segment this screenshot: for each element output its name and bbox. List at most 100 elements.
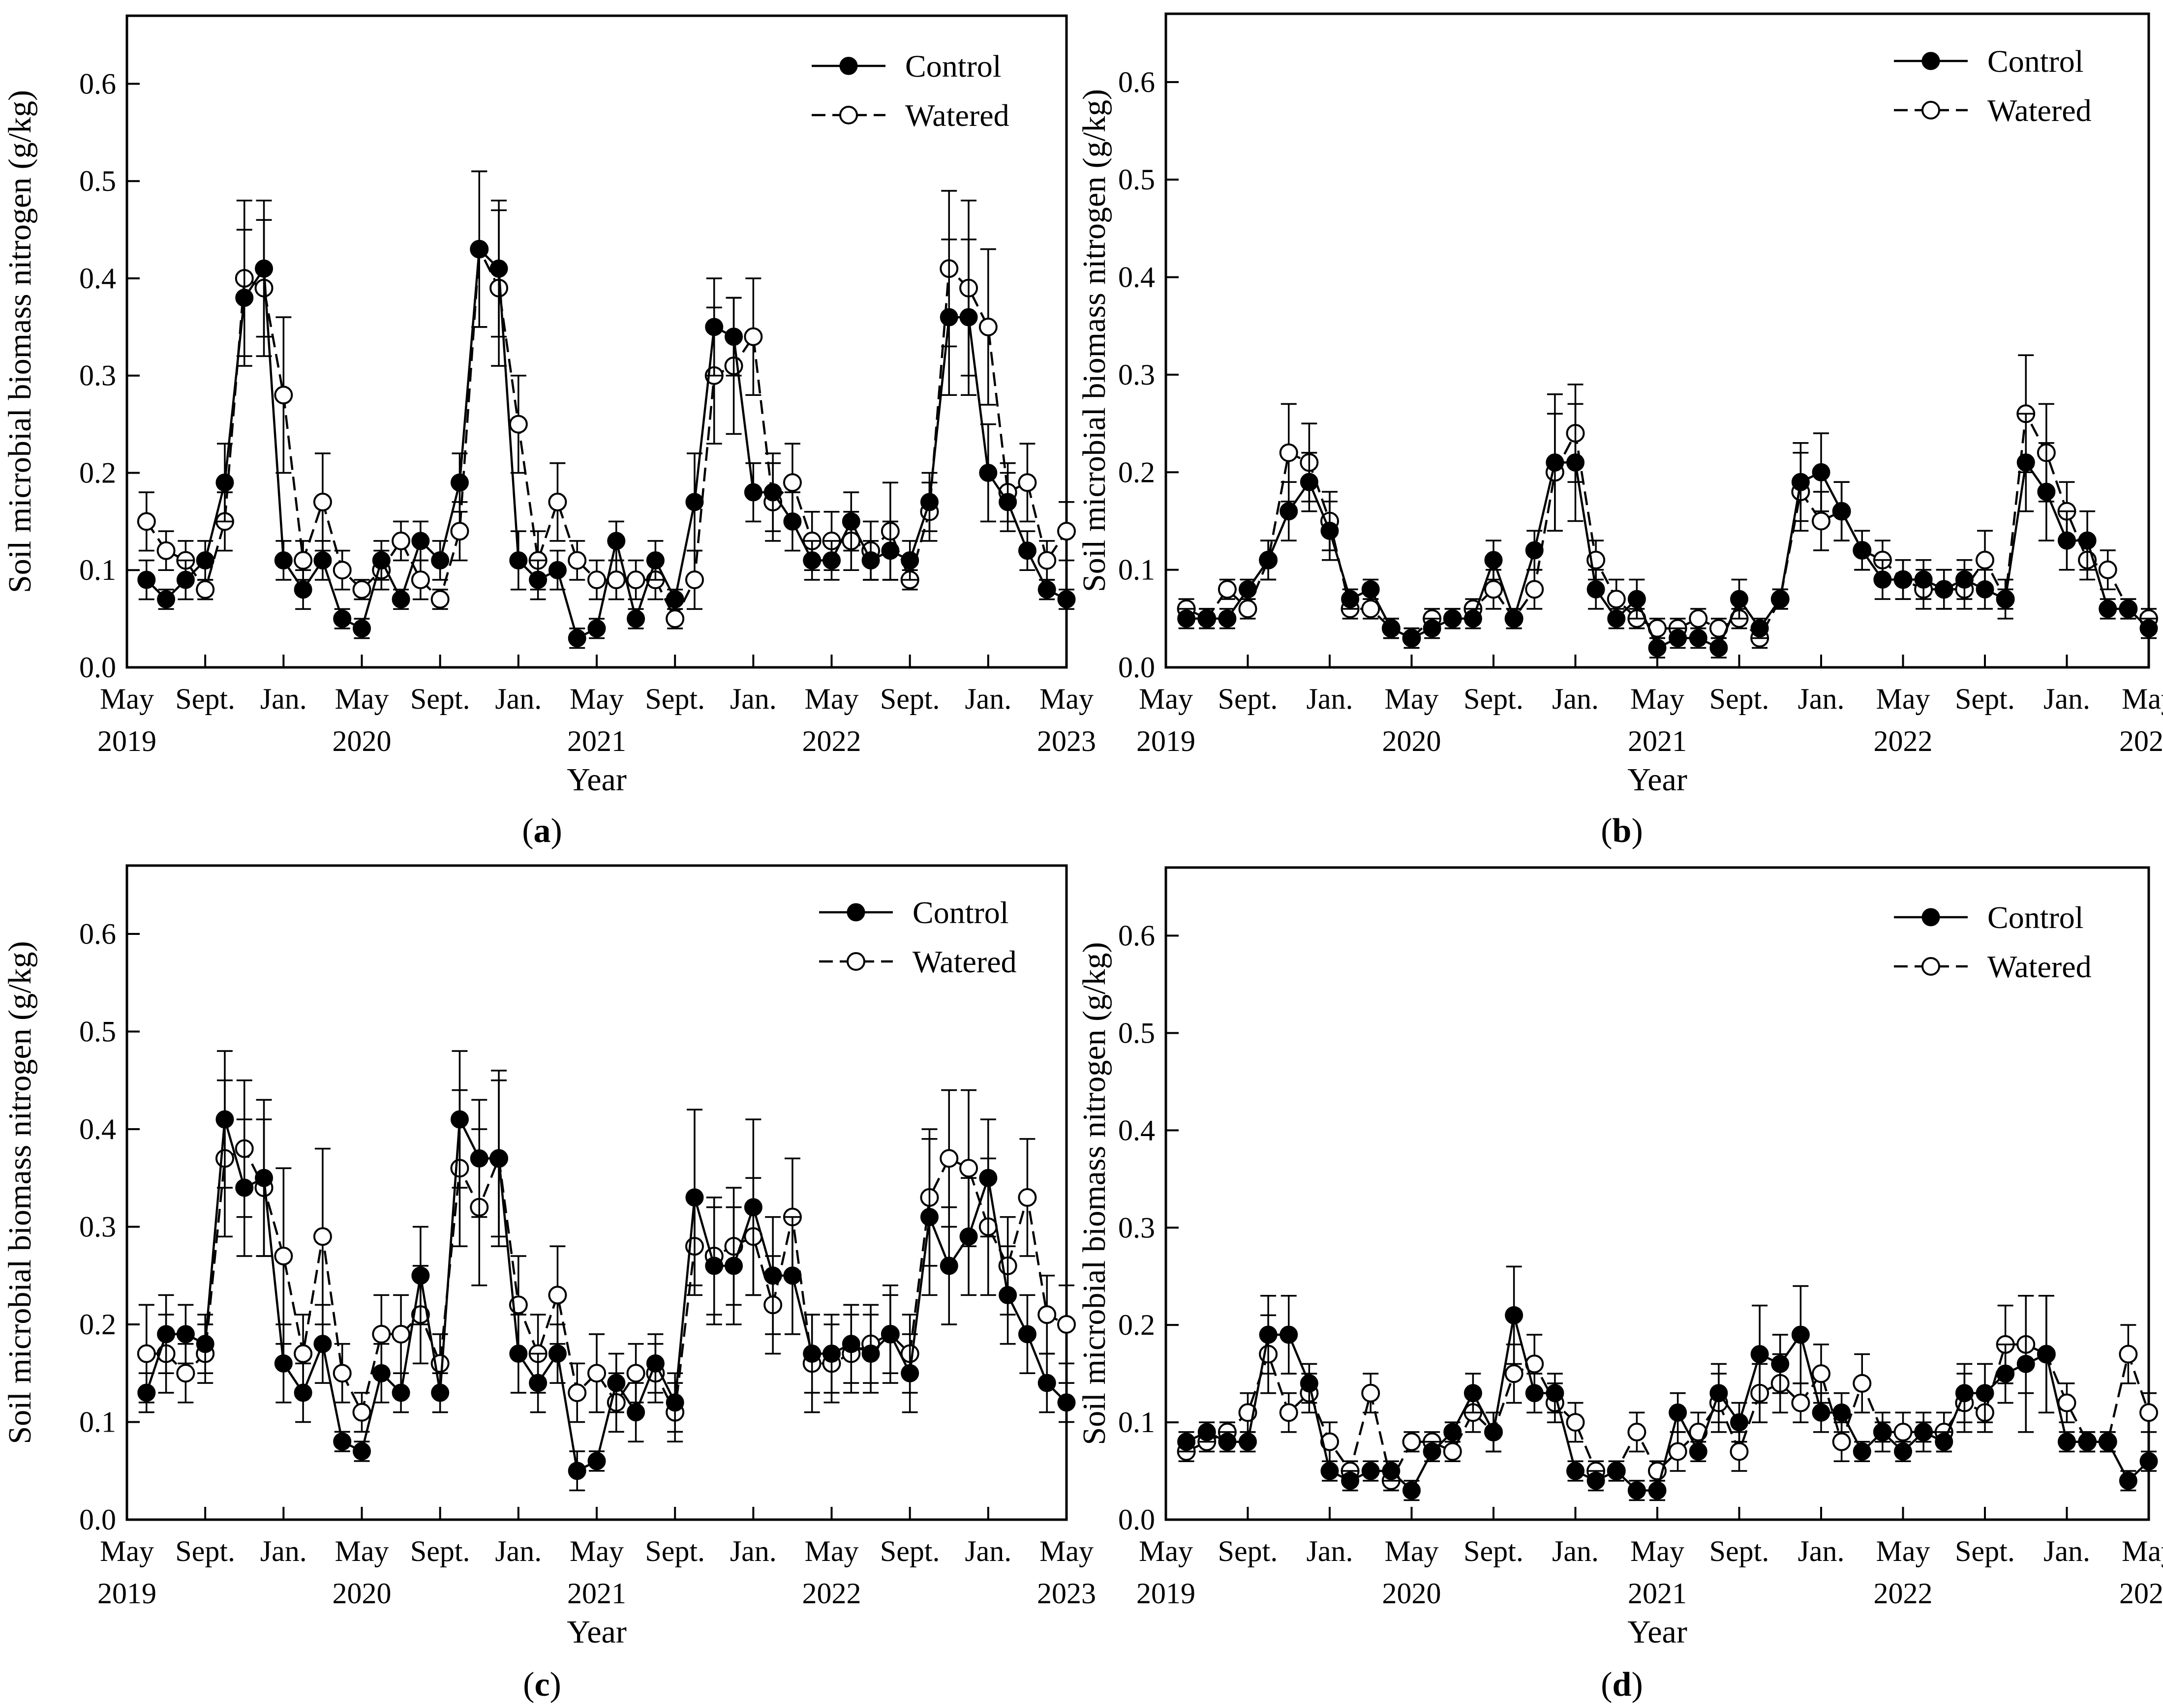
watered-point xyxy=(685,570,704,590)
control-point xyxy=(1709,1384,1728,1403)
x-tick-year: 2021 xyxy=(567,725,626,757)
control-point xyxy=(1546,1384,1564,1403)
watered-point xyxy=(2119,1345,2138,1364)
legend-watered-label: Watered xyxy=(905,98,1009,133)
y-tick-label: 0.3 xyxy=(79,1210,116,1243)
control-point xyxy=(1771,590,1790,608)
control-point xyxy=(685,493,704,511)
watered-point xyxy=(1361,1383,1380,1403)
x-tick-month: Jan. xyxy=(965,1535,1011,1567)
control-point xyxy=(627,609,645,628)
control-point xyxy=(157,590,176,609)
control-point xyxy=(255,1169,274,1187)
x-tick-month: May xyxy=(1385,683,1439,715)
control-point xyxy=(1607,1462,1626,1480)
x-tick-year: 2023 xyxy=(2119,1577,2163,1610)
x-tick-year: 2023 xyxy=(2119,725,2163,757)
x-tick-month: Jan. xyxy=(260,1535,307,1567)
watered-point xyxy=(411,570,430,590)
control-point xyxy=(196,551,214,569)
control-point xyxy=(431,551,450,569)
x-tick-month: May xyxy=(1039,1535,1094,1567)
watered-point xyxy=(313,492,332,511)
control-point xyxy=(450,1110,469,1129)
control-point xyxy=(999,493,1017,511)
control-point xyxy=(1935,580,1953,599)
y-tick-label: 0.6 xyxy=(79,67,116,100)
control-point xyxy=(1730,1413,1748,1432)
watered-point xyxy=(1812,1364,1830,1383)
control-point xyxy=(881,1325,900,1344)
y-tick-label: 0.0 xyxy=(1118,651,1155,684)
x-tick-month: Jan. xyxy=(730,1535,777,1567)
legend-watered-marker xyxy=(1921,101,1940,120)
control-point xyxy=(411,1266,430,1285)
control-point xyxy=(1484,1423,1503,1441)
control-point xyxy=(646,1354,665,1373)
control-point xyxy=(294,580,312,599)
watered-point xyxy=(1018,473,1037,492)
watered-point xyxy=(294,551,313,570)
control-point xyxy=(1177,609,1196,628)
control-point xyxy=(1361,580,1380,599)
x-tick-month: May xyxy=(1876,1535,1930,1567)
control-point xyxy=(176,1325,195,1344)
control-point xyxy=(979,463,998,482)
watered-point xyxy=(940,1149,959,1168)
control-point xyxy=(1586,1471,1605,1490)
watered-point xyxy=(1057,522,1076,541)
control-point xyxy=(274,551,293,569)
control-point xyxy=(1669,629,1687,647)
x-tick-month: Jan. xyxy=(2043,683,2090,715)
control-point xyxy=(607,1374,626,1392)
x-tick-month: May xyxy=(1876,683,1930,715)
control-point xyxy=(1853,1442,1871,1461)
control-point xyxy=(1832,502,1851,521)
control-point xyxy=(489,1149,508,1168)
x-tick-month: May xyxy=(100,1535,154,1567)
control-point xyxy=(1280,1325,1298,1344)
control-point xyxy=(901,551,919,569)
watered-point xyxy=(666,609,685,629)
x-tick-month: Jan. xyxy=(2043,1535,2090,1567)
watered-point xyxy=(1279,443,1298,462)
control-point xyxy=(1832,1403,1851,1422)
control-point xyxy=(2037,1345,2056,1364)
control-point xyxy=(548,561,567,579)
x-tick-year: 2023 xyxy=(1037,725,1096,757)
legend-watered-marker xyxy=(1921,957,1940,976)
panel-label: (a) xyxy=(522,812,562,850)
watered-point xyxy=(137,1344,156,1363)
control-point xyxy=(509,1345,528,1363)
x-tick-year: 2020 xyxy=(1382,725,1441,757)
control-point xyxy=(1177,1433,1196,1451)
x-tick-month: Jan. xyxy=(1307,1535,1353,1567)
control-point xyxy=(1443,609,1462,628)
control-point xyxy=(823,551,841,569)
control-point xyxy=(333,1432,352,1451)
control-point xyxy=(1812,463,1830,481)
x-tick-year: 2020 xyxy=(333,1577,392,1610)
series-control xyxy=(137,170,1076,649)
control-point xyxy=(1218,1433,1237,1451)
legend-control-marker xyxy=(1921,908,1940,927)
watered-point xyxy=(1037,1305,1057,1324)
watered-point xyxy=(1607,590,1626,609)
x-tick-month: Sept. xyxy=(1218,683,1278,715)
control-point xyxy=(999,1286,1017,1304)
control-point xyxy=(1771,1354,1790,1373)
x-tick-month: Sept. xyxy=(1955,1535,2015,1567)
legend: Control Watered xyxy=(1894,44,2092,128)
control-point xyxy=(1505,609,1523,628)
control-point xyxy=(1218,609,1237,628)
control-point xyxy=(920,1208,939,1227)
control-point xyxy=(1935,1433,1953,1451)
control-point xyxy=(470,240,488,259)
watered-point xyxy=(1976,550,1994,569)
x-axis-label: Year xyxy=(567,762,627,798)
watered-point xyxy=(548,1286,567,1305)
x-tick-month: Sept. xyxy=(1463,683,1523,715)
control-point xyxy=(470,1149,488,1168)
watered-point xyxy=(587,1364,606,1383)
watered-point xyxy=(1791,1393,1810,1412)
